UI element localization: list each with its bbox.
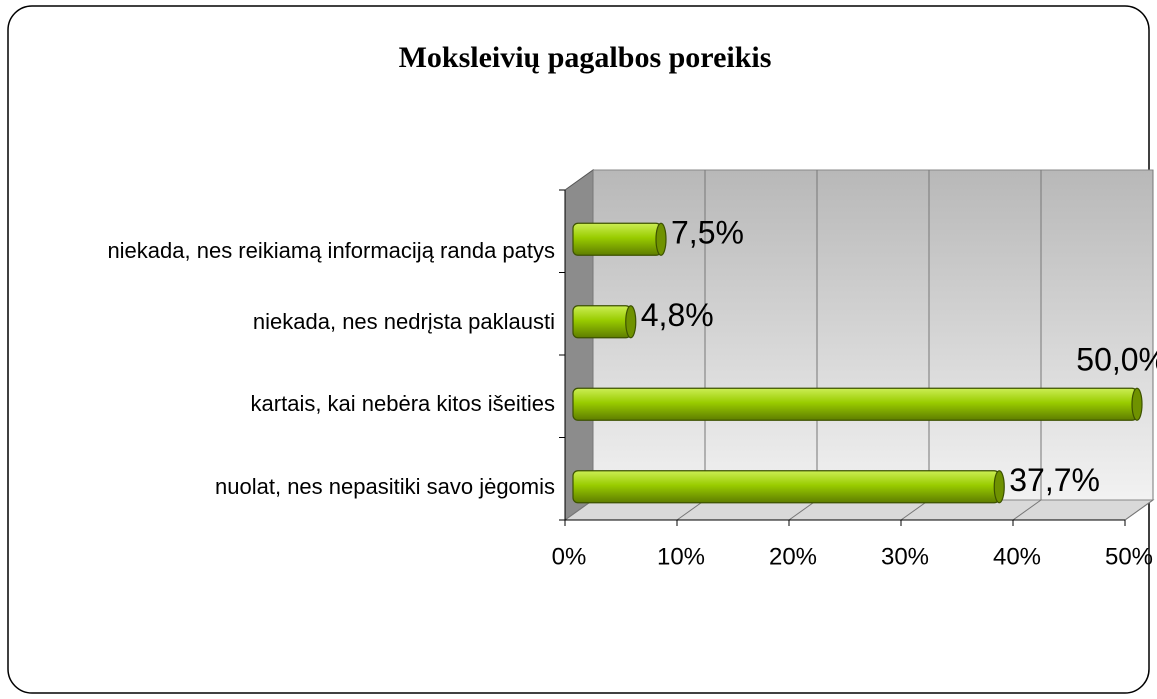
value-label: 37,7% [1009, 462, 1100, 498]
x-tick-label: 0% [552, 543, 587, 570]
bar-cap [625, 305, 637, 339]
floor-grid-line [1012, 499, 1042, 521]
bar [572, 470, 1000, 504]
bar [572, 387, 1138, 421]
bar-cap [655, 222, 667, 256]
chart-title: Moksleivių pagalbos poreikis [399, 41, 772, 74]
bar-cap [1131, 387, 1143, 421]
value-label: 50,0% [1076, 342, 1157, 378]
y-tick-label: kartais, kai nebėra kitos išeities [250, 391, 555, 417]
bar [572, 222, 662, 256]
x-tick-label: 10% [657, 543, 705, 570]
y-tick-label: niekada, nes reikiamą informaciją randa … [107, 238, 555, 264]
x-tick-label: 40% [993, 543, 1041, 570]
y-tick-label: nuolat, nes nepasitiki savo jėgomis [215, 473, 555, 499]
value-label: 7,5% [671, 215, 744, 251]
side-wall [564, 169, 594, 521]
y-tick-label: niekada, nes nedrįsta paklausti [252, 308, 555, 334]
value-label: 4,8% [641, 297, 714, 333]
x-tick-label: 50% [1105, 543, 1153, 570]
bar [572, 305, 632, 339]
x-tick-label: 20% [769, 543, 817, 570]
x-tick-label: 30% [881, 543, 929, 570]
bar-cap [993, 470, 1005, 504]
floor-grid-line [1124, 499, 1154, 521]
